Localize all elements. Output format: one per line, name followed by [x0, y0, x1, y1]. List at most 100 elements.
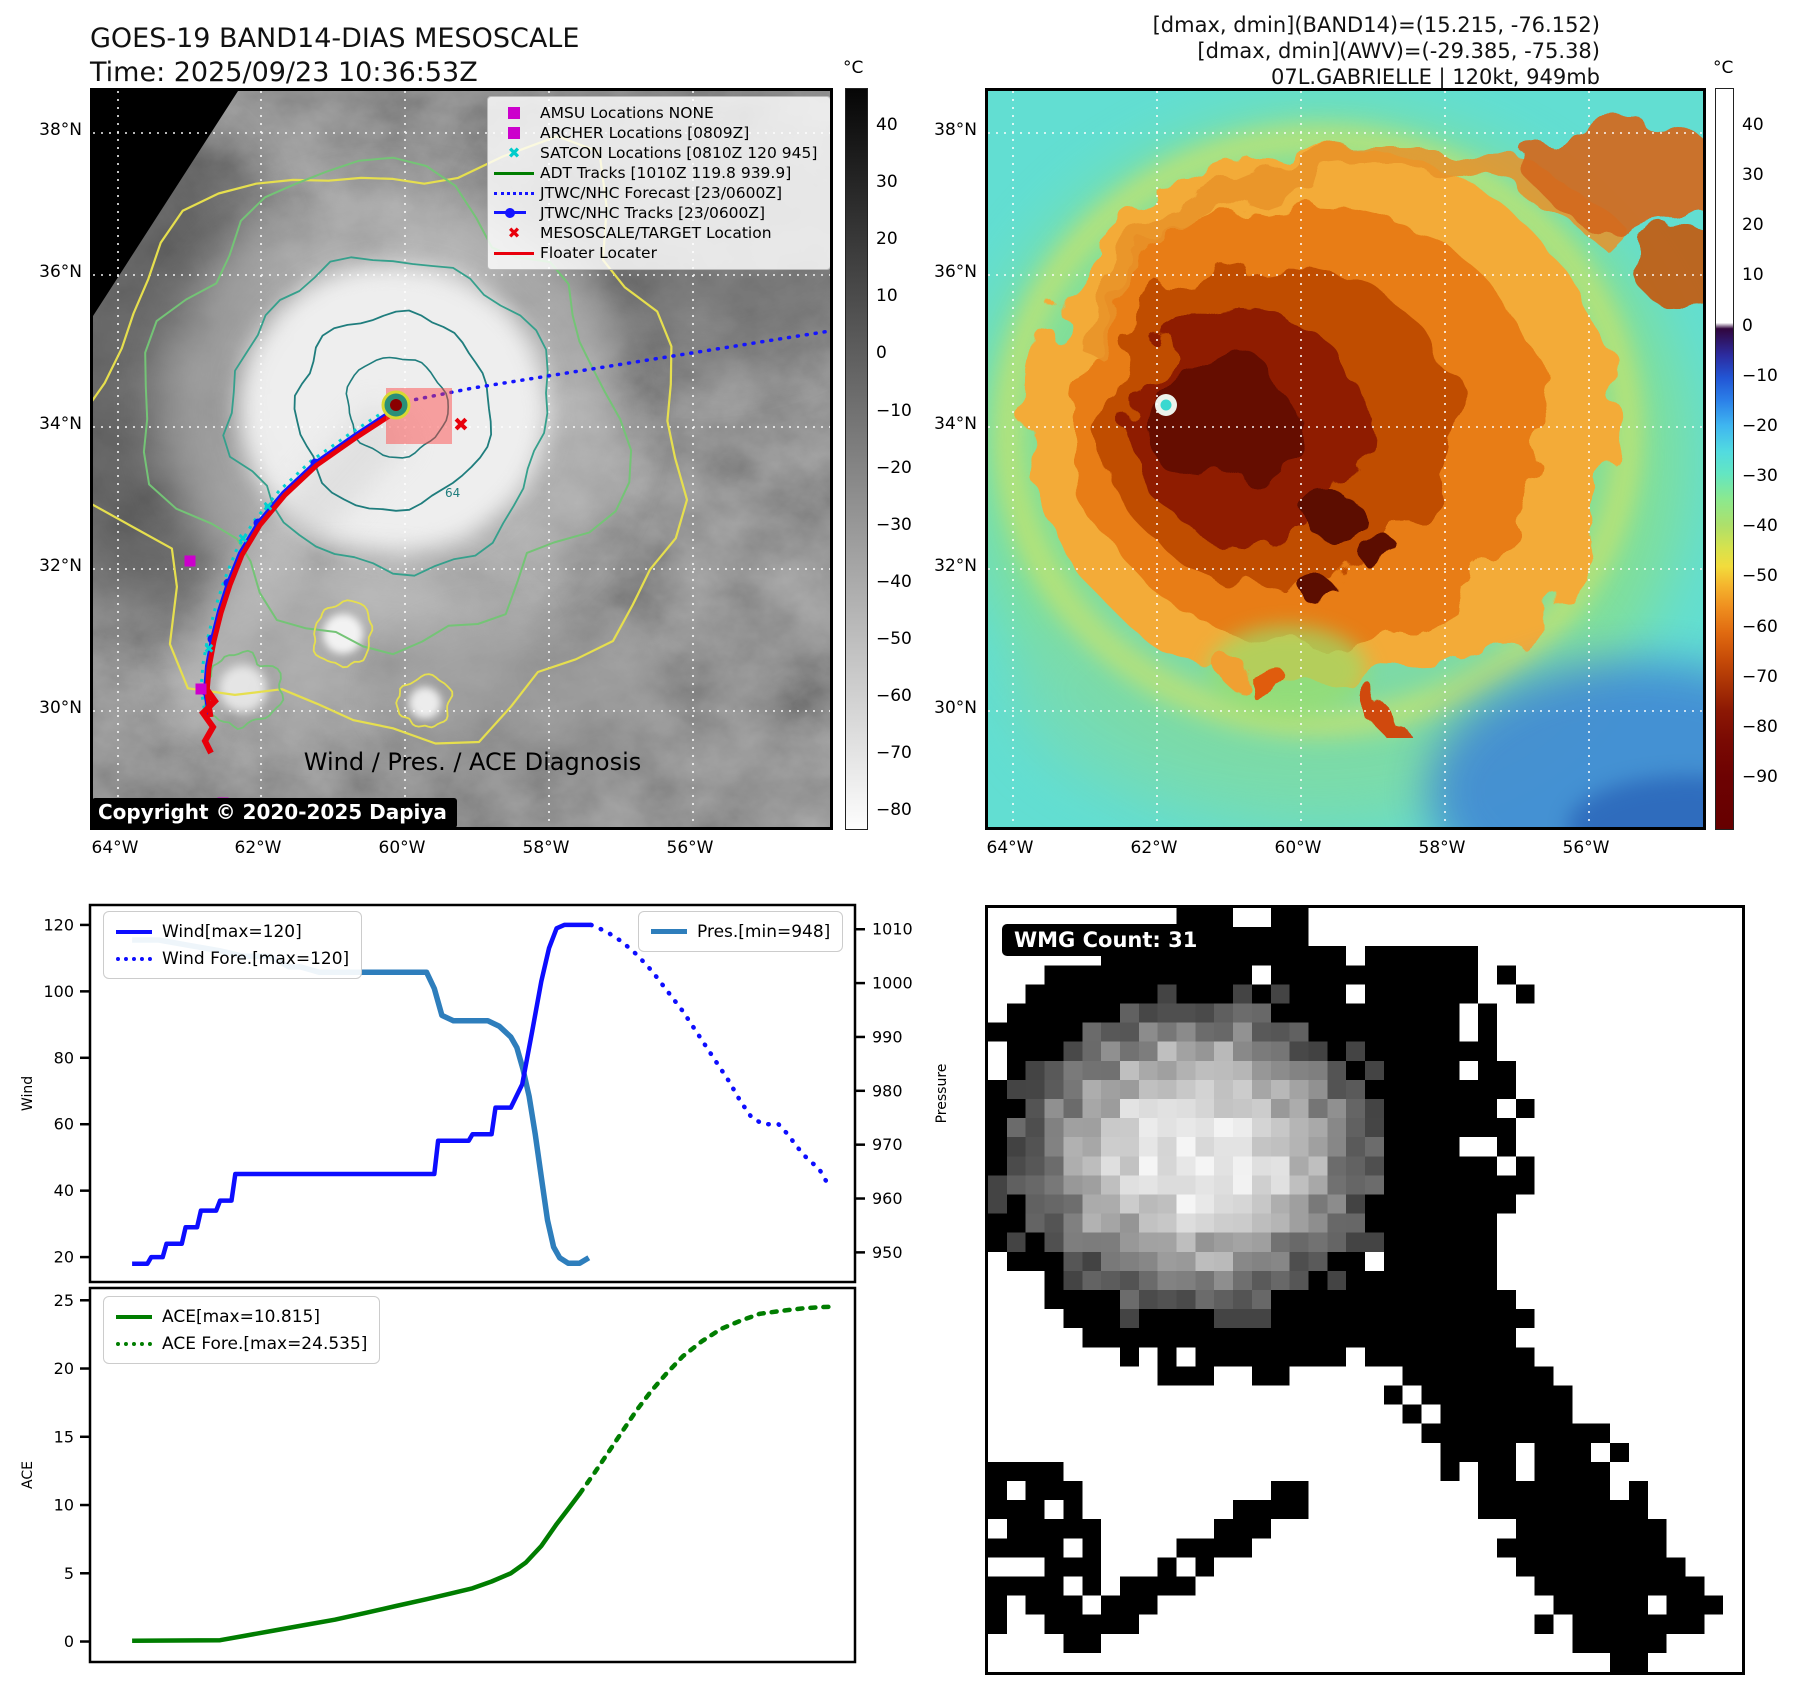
wind-line-icon	[116, 929, 152, 934]
legend-item: ADT Tracks [1010Z 119.8 939.9]	[494, 163, 822, 183]
axis-label: Pressure	[934, 1064, 950, 1124]
band14-colorbar	[845, 88, 868, 830]
legend-label: Floater Locater	[540, 244, 657, 262]
colorbar-tick-label: −80	[1742, 716, 1778, 737]
storm-id-intensity: 07L.GABRIELLE | 120kt, 949mb	[1271, 65, 1600, 89]
colorbar-tick-label: −40	[1742, 516, 1778, 537]
chart-tick-label: 25	[54, 1291, 74, 1310]
satcon-x-marker: ✖	[238, 532, 249, 547]
colorbar-tick-label: 40	[1742, 115, 1764, 135]
legend-label: SATCON Locations [0810Z 120 945]	[540, 144, 818, 162]
satcon-x-icon	[494, 144, 534, 162]
band14-title-line1: GOES-19 BAND14-DIAS MESOSCALE	[90, 23, 580, 54]
legend-item: Wind Fore.[max=120]	[116, 945, 349, 972]
chart-tick-label: 60	[54, 1115, 74, 1134]
chart-tick-label: 80	[54, 1048, 74, 1067]
lat-tick-label: 36°N	[39, 262, 82, 282]
legend-label: ARCHER Locations [0809Z]	[540, 124, 750, 142]
chart-tick-label: 1000	[872, 974, 913, 993]
awv-satellite-image	[988, 91, 1703, 827]
colorbar-tick-label: −70	[876, 743, 912, 764]
colorbar-tick-label: −90	[1742, 766, 1778, 787]
legend-item: JTWC/NHC Tracks [23/0600Z]	[494, 203, 822, 223]
colorbar-tick-label: 20	[876, 229, 898, 250]
awv-map-panel	[985, 88, 1706, 830]
legend-item: Floater Locater	[494, 243, 822, 263]
axis-label: ACE	[20, 1461, 36, 1489]
lon-tick-label: 60°W	[1274, 838, 1322, 858]
axis-label: Wind	[20, 1076, 36, 1111]
colorbar-tick-label: −40	[876, 571, 912, 592]
convective-cell	[219, 665, 267, 713]
legend-label: JTWC/NHC Tracks [23/0600Z]	[540, 204, 766, 222]
legend-label: JTWC/NHC Forecast [23/0600Z]	[540, 184, 783, 202]
colorbar-tick-label: −10	[876, 400, 912, 421]
chart-tick-label: 980	[872, 1081, 903, 1100]
lon-tick-label: 62°W	[234, 838, 282, 858]
legend-item: Pres.[min=948]	[651, 918, 830, 945]
colorbar-tick-label: −20	[1742, 415, 1778, 436]
pressure-line-icon	[651, 929, 687, 934]
ace-line-icon	[116, 1314, 152, 1319]
band14-time-line: Time: 2025/09/23 10:36:53Z	[90, 57, 478, 88]
contour-ring	[395, 673, 454, 729]
lat-tick-label: 34°N	[39, 414, 82, 434]
chart-tick-label: 15	[54, 1427, 74, 1446]
series-Wind Fore.[max=120]	[588, 922, 829, 1183]
wind-forecast-dotted-icon	[116, 956, 152, 961]
chart-tick-label: 950	[872, 1243, 903, 1262]
lon-tick-label: 64°W	[986, 838, 1034, 858]
colorbar-tick-label: −60	[1742, 616, 1778, 637]
colorbar-tick-label: −50	[1742, 566, 1778, 587]
awv-colorbar	[1715, 88, 1734, 830]
awv-colorbar-unit: °C	[1713, 58, 1734, 78]
chart-tick-label: 960	[872, 1189, 903, 1208]
legend-item: SATCON Locations [0810Z 120 945]	[494, 143, 822, 163]
mesoscale-x-icon	[494, 224, 534, 242]
colorbar-tick-label: −20	[876, 457, 912, 478]
lat-tick-label: 30°N	[934, 698, 977, 718]
legend-label: MESOSCALE/TARGET Location	[540, 224, 772, 242]
storm-warm-anomaly	[1031, 145, 1619, 693]
legend-label: Pres.[min=948]	[697, 921, 831, 942]
wind-legend: Wind[max=120] Wind Fore.[max=120]	[103, 911, 363, 979]
legend-item: ARCHER Locations [0809Z]	[494, 123, 822, 143]
colorbar-tick-label: 20	[1742, 215, 1764, 236]
diagnosis-charts: 1201008060402010101000990980970960950252…	[20, 903, 950, 1664]
contour-ring	[312, 599, 374, 669]
lat-tick-label: 32°N	[934, 556, 977, 576]
lat-tick-label: 30°N	[39, 698, 82, 718]
legend-label: ACE Fore.[max=24.535]	[162, 1333, 368, 1354]
legend-item: JTWC/NHC Forecast [23/0600Z]	[494, 183, 822, 203]
convective-cell	[323, 614, 363, 654]
amsu-square-marker	[184, 555, 196, 567]
chart-tick-label: 20	[54, 1248, 74, 1267]
legend-label: ADT Tracks [1010Z 119.8 939.9]	[540, 164, 792, 182]
colorbar-tick-label: 30	[1742, 165, 1764, 186]
contour-ring	[222, 256, 549, 577]
diagnosis-title: Wind / Pres. / ACE Diagnosis	[303, 748, 642, 776]
storm-track-lines: ✖ ✖ ✖	[184, 402, 403, 809]
chart-tick-label: 120	[43, 915, 74, 934]
storm-eye-marker	[381, 390, 411, 420]
copyright-badge: Copyright © 2020-2025 Dapiya	[92, 798, 457, 828]
lon-tick-label: 64°W	[91, 838, 139, 858]
colorbar-tick-label: −10	[1742, 365, 1778, 386]
lat-tick-label: 38°N	[39, 120, 82, 140]
chart-tick-label: 40	[54, 1181, 74, 1200]
band14-map-panel: ✖ ✖ ✖ ✖ 64 AMSU Locations NONE ARCHER Loca…	[90, 88, 833, 830]
pressure-legend: Pres.[min=948]	[638, 911, 844, 952]
chart-tick-label: 990	[872, 1027, 903, 1046]
satcon-x-marker: ✖	[204, 642, 215, 657]
series-ACE[max=10.815]	[132, 1492, 582, 1644]
lat-tick-label: 36°N	[934, 262, 977, 282]
amsu-square-icon	[494, 107, 534, 119]
floater-line-icon	[494, 251, 534, 255]
satcon-x-marker: ✖	[263, 500, 274, 515]
amsu-square-marker	[195, 683, 207, 695]
legend-label: ACE[max=10.815]	[162, 1306, 320, 1327]
chart-tick-label: 970	[872, 1135, 903, 1154]
awv-dmax-band14: [dmax, dmin](BAND14)=(15.215, -76.152)	[1152, 13, 1600, 37]
archer-square-icon	[494, 127, 534, 139]
